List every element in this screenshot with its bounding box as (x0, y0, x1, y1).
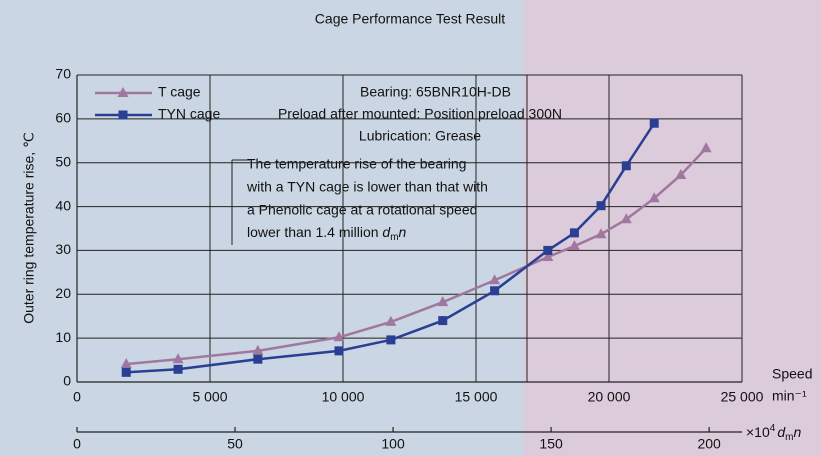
marker (621, 161, 631, 171)
marker (121, 367, 131, 377)
y-tick-label: 50 (55, 153, 71, 169)
marker (120, 358, 132, 369)
y-axis-label: Outer ring temperature rise, ℃ (21, 132, 37, 324)
marker (569, 228, 579, 238)
note-line: lower than 1.4 million dmn (247, 224, 407, 243)
y-tick-label: 0 (63, 373, 71, 389)
legend-marker (118, 110, 128, 120)
marker (333, 331, 345, 342)
legend-marker (117, 87, 129, 97)
y-tick-label: 60 (55, 110, 71, 126)
marker (649, 118, 659, 128)
note-line: with a TYN cage is lower than that with (246, 179, 488, 195)
marker (252, 344, 264, 355)
legend-label: TYN cage (158, 106, 220, 122)
marker (675, 168, 687, 179)
x2-tick-label: 200 (697, 436, 721, 452)
y-tick-label: 70 (55, 66, 71, 82)
marker (173, 364, 183, 374)
y-tick-label: 30 (55, 241, 71, 257)
series-line (126, 122, 656, 374)
marker (543, 245, 553, 255)
note-line: The temperature rise of the bearing (247, 156, 466, 172)
note: The temperature rise of the bearing with… (231, 156, 488, 245)
x-axis-unit: min⁻¹ (772, 388, 807, 404)
marker (489, 274, 501, 285)
marker (437, 296, 449, 307)
x2-tick-label: 50 (227, 436, 243, 452)
condition: Lubrication: Grease (359, 128, 481, 144)
x2-axis-label: ×104 dmn (746, 423, 801, 443)
x2-tick-label: 100 (381, 436, 405, 452)
y-tick-label: 40 (55, 197, 71, 213)
marker (253, 354, 263, 364)
background-left (0, 0, 523, 456)
marker (568, 240, 580, 251)
marker (438, 316, 448, 326)
y-tick-label: 20 (55, 285, 71, 301)
legend-label: T cage (158, 84, 201, 100)
x-tick-label: 20 000 (588, 389, 631, 405)
x-tick-label: 0 (73, 389, 81, 405)
marker (620, 213, 632, 224)
marker (648, 192, 660, 203)
note-line: a Phenolic cage at a rotational speed (247, 202, 477, 218)
marker (172, 353, 184, 364)
x2-tick-label: 0 (73, 436, 81, 452)
marker (542, 251, 554, 262)
condition: Preload after mounted: Position preload … (278, 106, 562, 122)
marker (595, 228, 607, 239)
marker (386, 335, 396, 345)
x-tick-label: 5 000 (192, 389, 227, 405)
marker (334, 346, 344, 356)
x-axis-label: Speed (772, 366, 812, 382)
x-tick-label: 15 000 (455, 389, 498, 405)
y-tick-label: 10 (55, 329, 71, 345)
chart-title: Cage Performance Test Result (315, 11, 505, 27)
background-right (523, 0, 821, 456)
x-tick-label: 25 000 (721, 389, 764, 405)
marker (385, 315, 397, 326)
x-tick-label: 10 000 (322, 389, 365, 405)
marker (596, 201, 606, 211)
x2-tick-label: 150 (539, 436, 563, 452)
marker (490, 286, 500, 296)
marker (700, 142, 712, 153)
condition: Bearing: 65BNR10H-DB (360, 84, 511, 100)
